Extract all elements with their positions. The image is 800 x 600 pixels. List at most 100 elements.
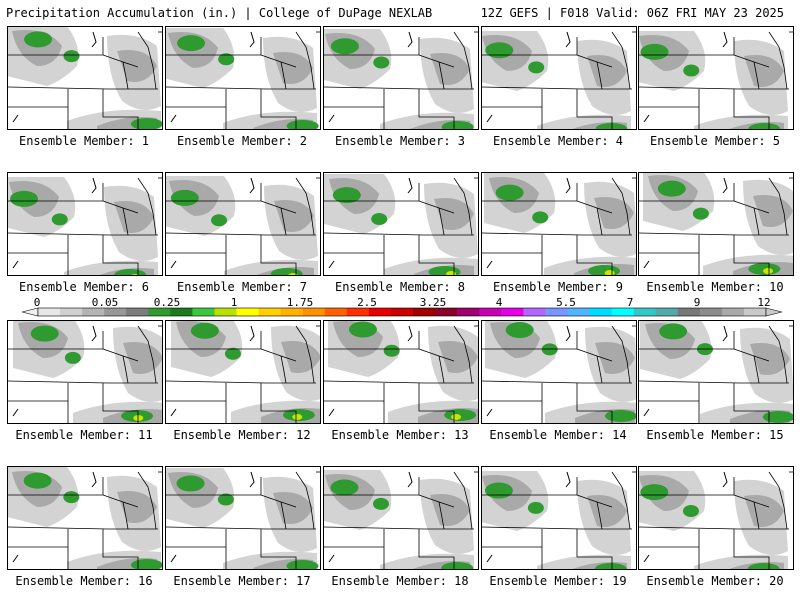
color-scale-right-arrow — [765, 307, 783, 317]
color-scale-swatch — [677, 308, 701, 316]
ensemble-member-map — [165, 466, 321, 570]
ensemble-member-label: Ensemble Member: 19 — [489, 574, 627, 588]
color-scale-tick: 1.75 — [286, 296, 314, 309]
precipitation-map — [639, 173, 793, 275]
color-scale-swatch — [302, 308, 326, 316]
precipitation-map — [639, 31, 793, 129]
ensemble-member-label: Ensemble Member: 18 — [331, 574, 469, 588]
precipitation-map — [482, 321, 636, 423]
color-scale-swatch — [699, 308, 723, 316]
color-scale-swatch — [170, 308, 193, 316]
ensemble-member-label: Ensemble Member: 12 — [173, 428, 311, 442]
ensemble-member-label: Ensemble Member: 14 — [489, 428, 627, 442]
precipitation-map — [166, 176, 320, 275]
color-scale-tick: 7 — [626, 296, 634, 309]
precipitation-map — [324, 321, 478, 423]
color-scale-swatch — [280, 308, 304, 316]
ensemble-member-label: Ensemble Member: 13 — [331, 428, 469, 442]
ensemble-member-map — [7, 26, 163, 130]
color-scale-left-arrow — [21, 307, 39, 317]
ensemble-member-map — [481, 172, 637, 276]
color-scale-swatch — [633, 308, 657, 316]
ensemble-member-label: Ensemble Member: 6 — [18, 280, 150, 294]
precipitation-map — [639, 471, 793, 569]
color-scale-swatch — [236, 308, 260, 316]
color-scale-swatch — [324, 308, 348, 316]
color-scale-swatch — [258, 308, 282, 316]
color-scale-swatch — [567, 308, 591, 316]
color-scale-swatch — [435, 308, 458, 316]
precipitation-map — [324, 470, 478, 569]
ensemble-member-label: Ensemble Member: 11 — [15, 428, 153, 442]
precipitation-map — [166, 321, 320, 423]
color-scale-tick: 4 — [495, 296, 503, 309]
color-scale-swatch — [413, 308, 436, 316]
color-scale-swatch — [104, 308, 127, 316]
color-scale-swatch — [148, 308, 171, 316]
color-scale-tick: 9 — [693, 296, 701, 309]
color-scale-tick: 1 — [230, 296, 238, 309]
ensemble-member-label: Ensemble Member: 17 — [173, 574, 311, 588]
color-scale-swatch — [126, 308, 149, 316]
color-scale-swatch — [192, 308, 215, 316]
ensemble-member-map — [481, 466, 637, 570]
ensemble-member-map — [323, 172, 479, 276]
ensemble-member-map — [7, 466, 163, 570]
ensemble-member-map — [638, 172, 794, 276]
ensemble-member-map — [165, 172, 321, 276]
precipitation-map — [166, 468, 320, 569]
precipitation-map — [324, 29, 478, 129]
precipitation-map — [166, 28, 320, 129]
ensemble-member-map — [638, 26, 794, 130]
ensemble-member-label: Ensemble Member: 1 — [18, 134, 150, 148]
color-scale-bar — [21, 307, 783, 317]
ensemble-member-map — [638, 466, 794, 570]
ensemble-member-label: Ensemble Member: 3 — [334, 134, 466, 148]
color-scale-swatch — [214, 308, 238, 316]
run-valid-time: 12Z GEFS | F018 Valid: 06Z FRI MAY 23 20… — [480, 6, 784, 20]
color-scale-swatch — [523, 308, 546, 316]
color-scale-tick: 0.25 — [153, 296, 181, 309]
color-scale-swatch — [721, 308, 745, 316]
color-scale-swatch — [655, 308, 679, 316]
color-scale-swatch — [82, 308, 105, 316]
ensemble-member-label: Ensemble Member: 8 — [334, 280, 466, 294]
precipitation-map — [324, 174, 478, 275]
ensemble-member-map — [323, 26, 479, 130]
precipitation-map — [482, 31, 636, 129]
precipitation-map — [639, 321, 793, 423]
ensemble-member-map — [481, 26, 637, 130]
color-scale-tick: 0 — [33, 296, 41, 309]
ensemble-member-label: Ensemble Member: 20 — [646, 574, 784, 588]
ensemble-member-label: Ensemble Member: 15 — [646, 428, 784, 442]
color-scale-swatch — [457, 308, 480, 316]
color-scale-swatch — [390, 308, 414, 316]
ensemble-member-label: Ensemble Member: 4 — [492, 134, 624, 148]
color-scale-swatch — [501, 308, 524, 316]
color-scale-swatch — [60, 308, 83, 316]
ensemble-member-map — [481, 320, 637, 424]
color-scale-tick: 3.25 — [419, 296, 447, 309]
color-scale-swatch — [743, 308, 767, 316]
color-scale-swatch — [479, 308, 502, 316]
ensemble-member-map — [323, 466, 479, 570]
ensemble-member-label: Ensemble Member: 16 — [15, 574, 153, 588]
color-scale-swatch — [346, 308, 370, 316]
precipitation-map — [8, 27, 162, 129]
ensemble-member-map — [7, 172, 163, 276]
color-scale-swatch — [611, 308, 635, 316]
color-scale-tick: 12 — [757, 296, 771, 309]
ensemble-member-map — [165, 26, 321, 130]
chart-title: Precipitation Accumulation (in.) | Colle… — [6, 6, 433, 20]
precipitation-map — [8, 177, 162, 275]
color-scale-tick: 2.5 — [357, 296, 377, 309]
ensemble-member-map — [7, 320, 163, 424]
ensemble-member-label: Ensemble Member: 5 — [649, 134, 781, 148]
color-scale-swatch — [589, 308, 613, 316]
ensemble-member-label: Ensemble Member: 7 — [176, 280, 308, 294]
ensemble-member-map — [165, 320, 321, 424]
color-scale-tick: 5.5 — [556, 296, 576, 309]
ensemble-member-label: Ensemble Member: 9 — [492, 280, 624, 294]
ensemble-member-map — [323, 320, 479, 424]
ensemble-member-map — [638, 320, 794, 424]
